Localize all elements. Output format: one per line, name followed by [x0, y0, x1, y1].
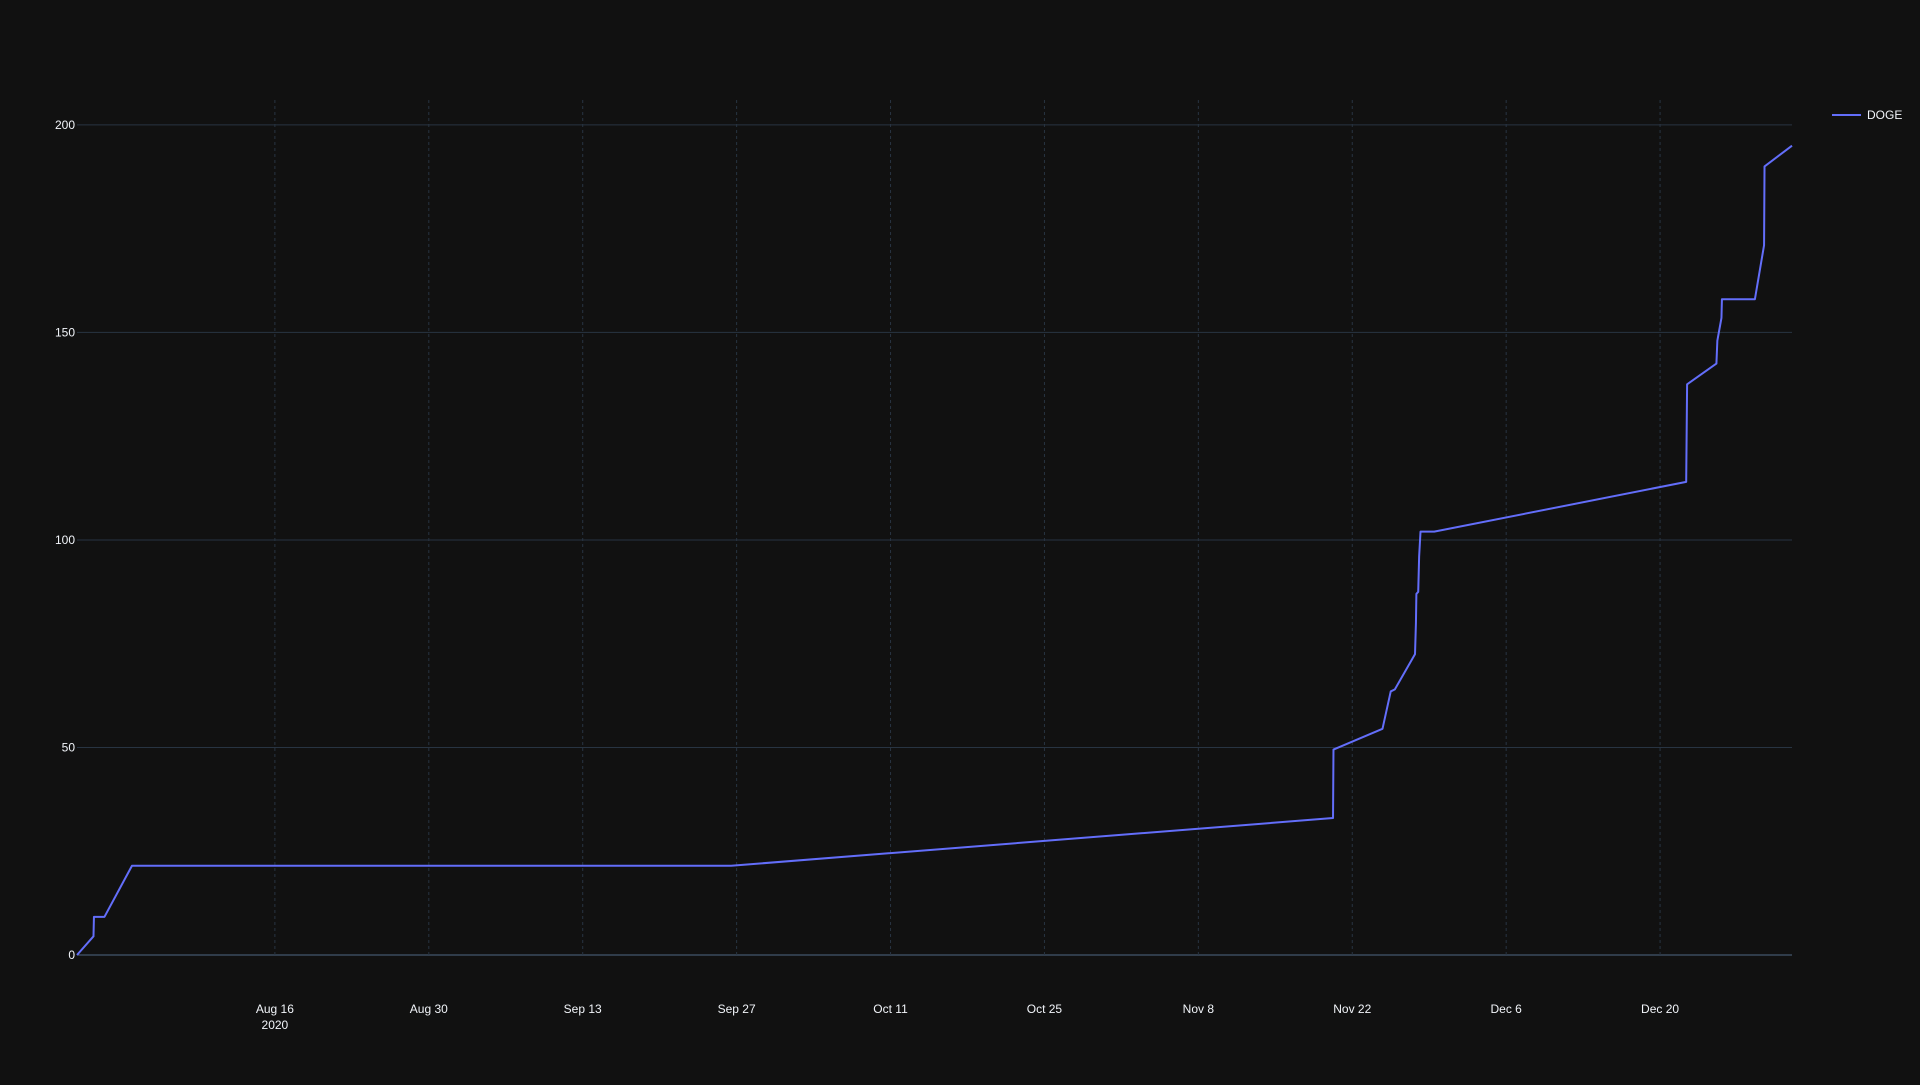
series-layer — [76, 144, 1793, 956]
x-tick-label: Oct 11 — [873, 1002, 908, 1016]
x-tick-label: Sep 13 — [564, 1002, 602, 1016]
y-tick-label: 150 — [55, 325, 75, 339]
legend-label[interactable]: DOGE — [1867, 108, 1902, 122]
x-tick-label: Aug 16 — [256, 1002, 294, 1016]
y-tick-label: 50 — [62, 740, 76, 754]
x-tick-label: Dec 6 — [1490, 1002, 1522, 1016]
y-tick-label: 200 — [55, 118, 75, 132]
x-tick-label: Oct 25 — [1027, 1002, 1063, 1016]
x-tick-label: Nov 22 — [1333, 1002, 1371, 1016]
axis-labels: 0 50 100 150 200 Aug 16 2020 Aug 30 Sep 13 Sep 27… — [55, 118, 1679, 1032]
x-tick-label: Sep 27 — [718, 1002, 756, 1016]
x-tick-label: Dec 20 — [1641, 1002, 1679, 1016]
y-tick-label: 100 — [55, 533, 75, 547]
y-tick-label: 0 — [68, 948, 75, 962]
x-tick-label: Nov 8 — [1183, 1002, 1215, 1016]
series-line-doge[interactable] — [76, 144, 1793, 956]
legend[interactable]: DOGE — [1832, 108, 1902, 122]
grid-layer — [77, 100, 1792, 956]
x-tick-sublabel: 2020 — [262, 1018, 289, 1032]
x-tick-label: Aug 30 — [410, 1002, 448, 1016]
